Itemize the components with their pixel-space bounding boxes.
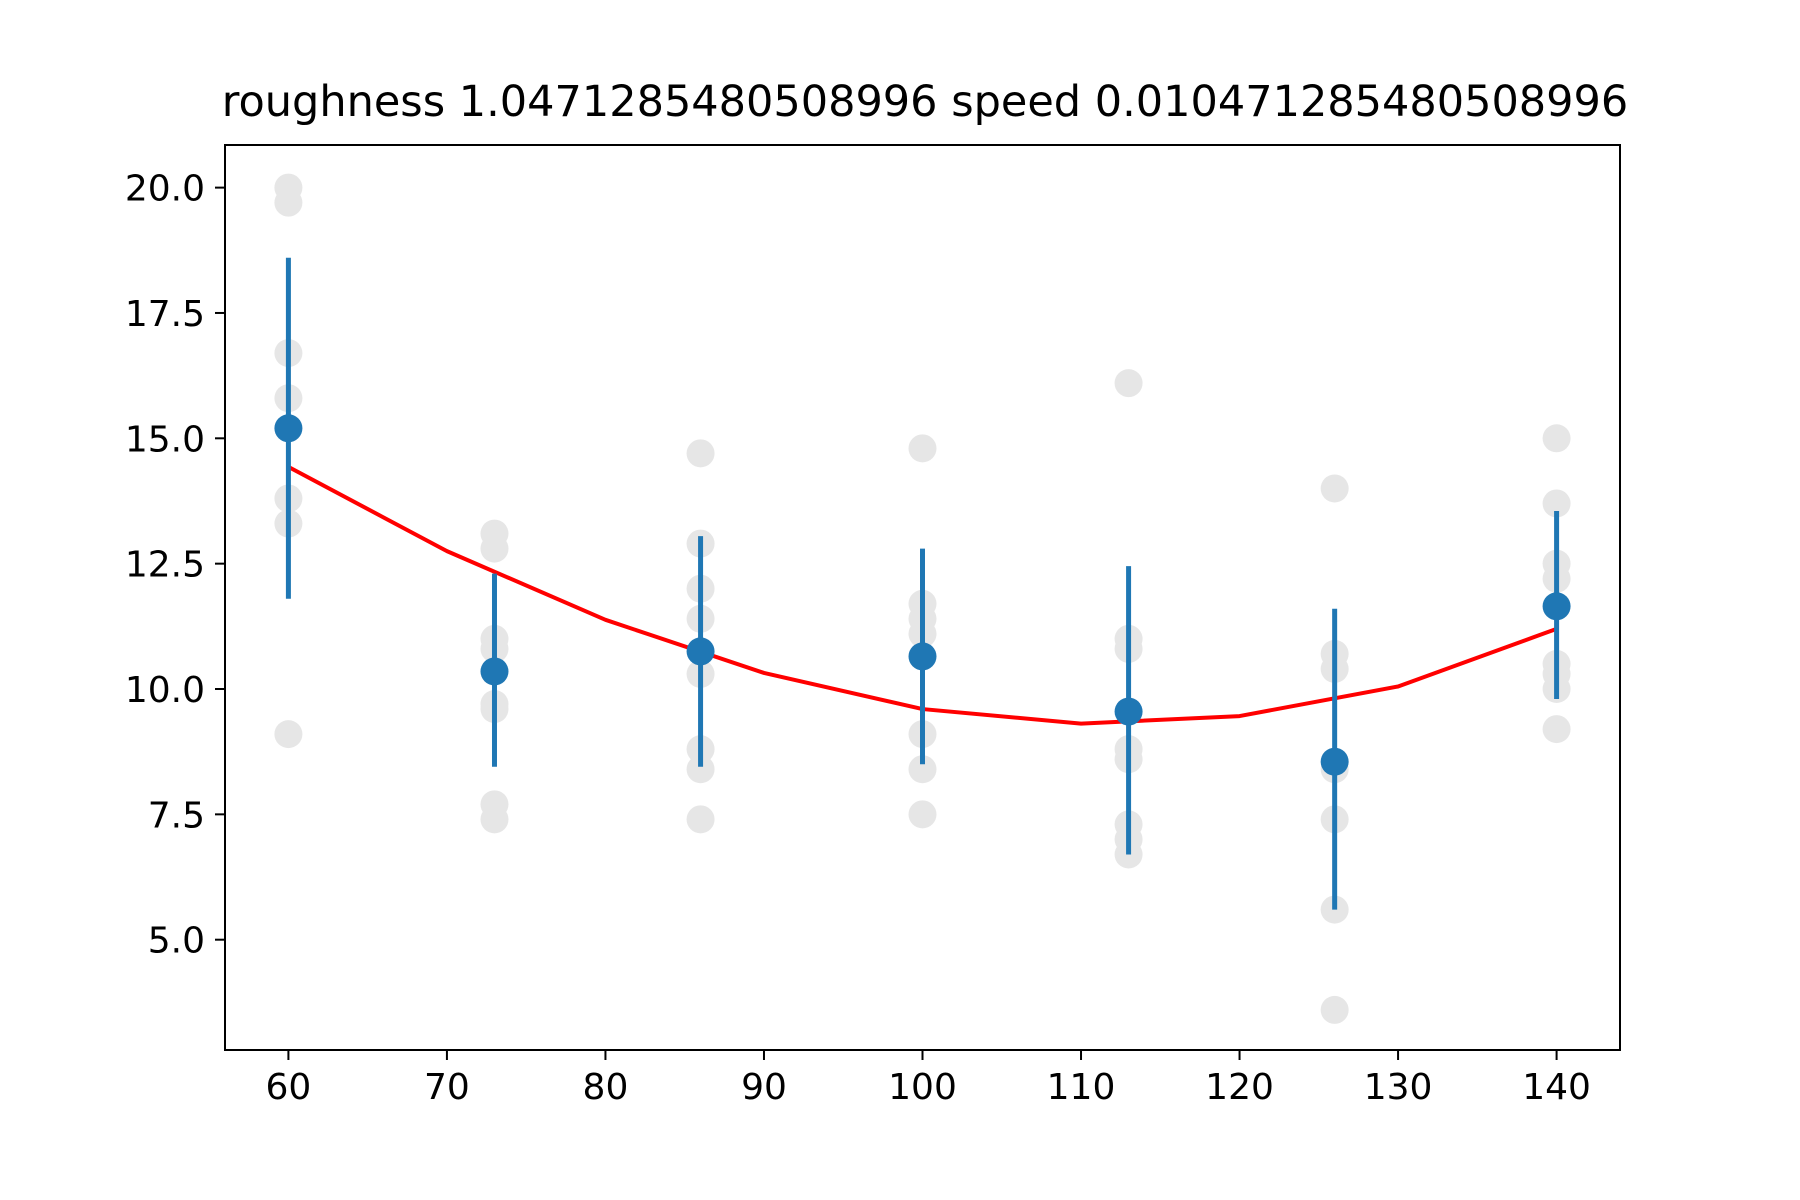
x-tick-label: 60: [266, 1067, 312, 1108]
chart-title: roughness 1.0471285480508996 speed 0.010…: [222, 77, 1629, 127]
y-tick-label: 7.5: [148, 795, 205, 836]
raw-point: [1542, 424, 1571, 453]
mean-point: [480, 657, 509, 686]
y-tick-label: 10.0: [125, 670, 205, 711]
x-tick-label: 130: [1364, 1067, 1433, 1108]
raw-point: [274, 188, 303, 217]
y-tick-label: 15.0: [125, 419, 205, 460]
y-tick-label: 12.5: [125, 545, 205, 586]
raw-point: [1320, 474, 1349, 503]
mean-point: [908, 642, 937, 671]
mean-point: [1114, 697, 1143, 726]
raw-point: [480, 534, 509, 563]
raw-point: [1542, 715, 1571, 744]
raw-point: [908, 434, 937, 463]
x-tick-label: 120: [1205, 1067, 1274, 1108]
mean-point: [1320, 747, 1349, 776]
raw-point: [908, 755, 937, 784]
x-tick-label: 70: [424, 1067, 470, 1108]
raw-point: [686, 755, 715, 784]
x-tick-label: 110: [1047, 1067, 1116, 1108]
y-axis: 5.0 7.5 10.0 12.5 15.0 17.5 20.0: [125, 169, 225, 962]
y-tick-label: 5.0: [148, 921, 205, 962]
x-tick-label: 90: [741, 1067, 787, 1108]
raw-point: [686, 439, 715, 468]
raw-point: [274, 720, 303, 749]
raw-point: [686, 805, 715, 834]
mean-point: [686, 637, 715, 666]
mean-point: [274, 414, 303, 443]
raw-point: [1320, 995, 1349, 1024]
y-tick-label: 17.5: [125, 294, 205, 335]
raw-point: [908, 800, 937, 829]
y-tick-label: 20.0: [125, 169, 205, 210]
raw-point: [1114, 369, 1143, 398]
x-axis: 60 70 80 90 100 110 120 130 140: [266, 1050, 1591, 1108]
raw-point: [1542, 489, 1571, 518]
x-tick-label: 100: [888, 1067, 957, 1108]
x-tick-label: 80: [583, 1067, 629, 1108]
x-tick-label: 140: [1522, 1067, 1591, 1108]
mean-point: [1542, 592, 1571, 621]
raw-point: [480, 805, 509, 834]
mean-points-layer: [274, 414, 1571, 776]
